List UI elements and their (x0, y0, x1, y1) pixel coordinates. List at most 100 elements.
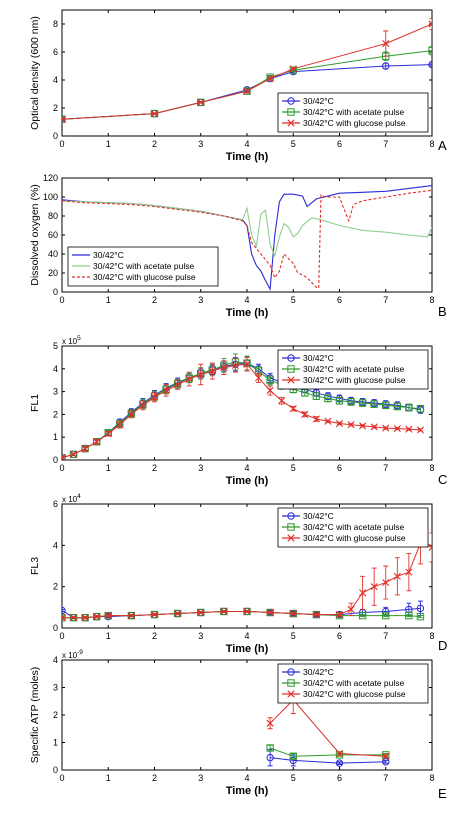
legend-entry: 30/42°C with acetate pulse (93, 261, 194, 271)
legend: 30/42°C30/42°C with acetate pulse30/42°C… (67, 246, 219, 287)
data-point (405, 403, 413, 412)
legend-entry: 30/42°C with glucose pulse (303, 689, 406, 699)
error-bar (360, 614, 366, 618)
x-tick-label: 6 (337, 295, 342, 305)
y-tick-label: 1 (53, 432, 58, 442)
legend-entry: 30/42°C (93, 250, 124, 260)
x-tick-label: 2 (152, 773, 157, 783)
legend-box (67, 246, 219, 287)
series-2 (266, 744, 390, 760)
x-tick-label: 0 (59, 463, 64, 473)
data-point (197, 608, 205, 617)
error-bar (267, 744, 273, 752)
legend-marker (287, 690, 295, 698)
legend-marker (287, 523, 295, 531)
data-point (324, 394, 332, 403)
y-tick-label: 6 (53, 47, 58, 57)
data-point (81, 444, 89, 453)
y-tick-label: 60 (48, 230, 58, 240)
legend-entry: 30/42°C with glucose pulse (303, 533, 406, 543)
legend-entry: 30/42°C (303, 511, 334, 521)
data-point (62, 606, 66, 615)
data-point (266, 719, 274, 727)
y-axis-label: FL1 (29, 394, 41, 412)
data-point (370, 423, 378, 431)
data-point (312, 610, 320, 619)
x-tick-label: 7 (383, 139, 388, 149)
legend: 30/42°C30/42°C with acetate pulse30/42°C… (277, 507, 429, 548)
x-tick-label: 1 (106, 139, 111, 149)
y-tick-label: 1 (53, 738, 58, 748)
data-point (289, 405, 297, 413)
data-point (266, 608, 274, 617)
x-tick-label: 7 (383, 631, 388, 641)
series-line (62, 361, 421, 459)
x-tick-label: 2 (152, 463, 157, 473)
series-line (62, 607, 421, 619)
x-tick-label: 0 (59, 295, 64, 305)
x-tick-label: 6 (337, 139, 342, 149)
data-point (393, 572, 401, 580)
data-point (324, 417, 332, 425)
data-point (382, 62, 390, 70)
legend-entry: 30/42°C (303, 667, 334, 677)
data-point (416, 612, 425, 621)
data-point (243, 607, 251, 616)
x-tick-label: 4 (244, 139, 249, 149)
series-2 (62, 200, 432, 258)
legend-marker (287, 108, 295, 116)
data-point (428, 60, 432, 69)
y-axis-label: Dissolved oxygen (%) (29, 184, 41, 286)
error-bar (429, 532, 432, 563)
x-tick-label: 5 (291, 631, 296, 641)
data-point (405, 568, 413, 576)
data-point (197, 98, 205, 106)
data-point (428, 46, 432, 55)
data-point (405, 425, 413, 433)
y-tick-label: 8 (53, 19, 58, 29)
axis-multiplier: x 104 (62, 493, 81, 504)
panel-label: E (438, 786, 447, 801)
data-point (93, 613, 101, 621)
x-tick-label: 2 (152, 295, 157, 305)
data-point (393, 424, 401, 433)
y-tick-label: 3 (53, 387, 58, 397)
data-point (416, 604, 425, 613)
data-point (92, 438, 101, 446)
y-tick-label: 4 (53, 540, 58, 550)
series-3 (62, 17, 432, 123)
data-point (428, 20, 432, 28)
legend-marker (287, 119, 295, 127)
x-tick-label: 1 (106, 631, 111, 641)
data-point (231, 361, 240, 369)
data-point (335, 749, 344, 758)
data-point (162, 386, 170, 395)
y-tick-label: 0 (53, 455, 58, 465)
panel-label: A (438, 138, 447, 153)
legend-marker (287, 512, 295, 520)
error-bar (417, 615, 423, 619)
x-tick-label: 5 (291, 463, 296, 473)
legend-marker (287, 679, 295, 687)
data-point (312, 415, 320, 423)
x-axis-label: Time (h) (226, 151, 269, 163)
error-bar (429, 45, 432, 56)
data-point (359, 589, 367, 597)
data-point (150, 110, 159, 118)
error-bar (383, 759, 389, 764)
data-point (382, 40, 390, 48)
data-point (382, 424, 390, 432)
x-tick-label: 3 (198, 295, 203, 305)
y-tick-label: 40 (48, 249, 58, 259)
data-point (208, 367, 216, 375)
data-point (104, 612, 112, 620)
data-point (81, 445, 89, 453)
data-point (150, 610, 159, 619)
x-tick-label: 8 (429, 295, 434, 305)
x-tick-label: 7 (383, 773, 388, 783)
data-point (428, 543, 432, 551)
x-tick-label: 1 (106, 463, 111, 473)
data-point (382, 752, 390, 760)
y-tick-label: 0 (53, 287, 58, 297)
